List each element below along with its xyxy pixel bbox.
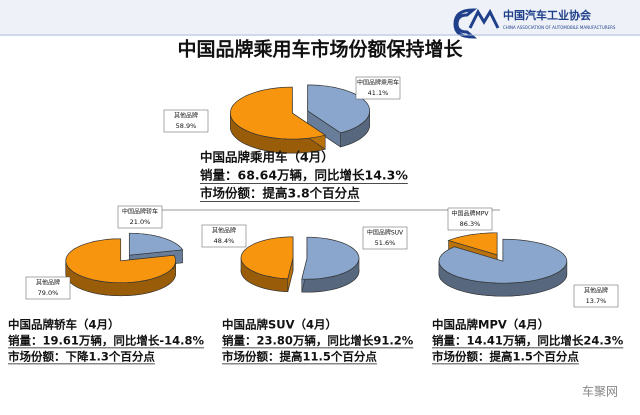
slice <box>307 84 371 134</box>
slice <box>65 238 177 284</box>
label-box <box>355 76 401 100</box>
slice-value: 79.0% <box>38 289 59 297</box>
slice-value: 86.3% <box>460 220 481 228</box>
slice-value: 21.0% <box>130 218 151 226</box>
caption-title: 中国品牌轿车（4月） <box>8 318 120 332</box>
slice <box>240 236 294 280</box>
caption-note: 市场份额：提高3.8个百分点 <box>200 186 360 201</box>
caption-note: 市场份额：提高1.5个百分点 <box>432 350 579 364</box>
slice-label: 其他品牌 <box>212 227 236 235</box>
caption-title: 中国品牌乘用车（4月） <box>200 150 334 165</box>
slice <box>301 236 360 280</box>
slice-label: 中国品牌乘用车 <box>357 79 399 87</box>
label-box <box>447 207 493 231</box>
caption-note: 销量：68.64万辆，同比增长14.3% <box>200 168 408 183</box>
slide-title: 中国品牌乘用车市场份额保持增长 <box>177 38 463 61</box>
caption-note: 销量：14.41万辆，同比增长24.3% <box>432 334 624 348</box>
label-box <box>201 224 247 248</box>
slice-label: 其他品牌 <box>36 279 60 287</box>
slice <box>438 238 568 284</box>
watermark: 车聚网 <box>582 384 618 399</box>
slice-label: 中国品牌SUV <box>367 229 404 237</box>
label-box <box>117 205 163 229</box>
slice-label: 其他品牌 <box>174 112 198 120</box>
slice-value: 58.9% <box>176 122 197 130</box>
slice <box>128 232 184 256</box>
caption-title: 中国品牌SUV（4月） <box>222 318 337 332</box>
logo <box>453 8 500 39</box>
slice-label: 其他品牌 <box>584 287 608 295</box>
slice-label: 中国品牌轿车 <box>122 208 158 216</box>
slice-value: 48.4% <box>214 237 235 245</box>
slice-value: 41.1% <box>368 89 389 97</box>
slice-value: 13.7% <box>586 297 607 305</box>
label-box <box>25 276 71 300</box>
label-box <box>362 226 408 250</box>
header-bar <box>0 0 640 34</box>
caption-note: 市场份额：提高11.5个百分点 <box>222 350 377 364</box>
caption-note: 销量：23.80万辆，同比增长91.2% <box>222 334 414 348</box>
label-box <box>573 284 619 308</box>
label-box <box>163 109 209 133</box>
slice-value: 51.6% <box>375 239 396 247</box>
org-en: CHINA ASSOCIATION OF AUTOMOBILE MANUFACT… <box>503 25 616 30</box>
slice-label: 中国品牌MPV <box>452 210 490 218</box>
caption-title: 中国品牌MPV（4月） <box>432 318 549 332</box>
org-name: 中国汽车工业协会 <box>503 8 592 22</box>
caption-note: 销量：19.61万辆，同比增长-14.8% <box>8 334 205 348</box>
slice <box>447 232 498 256</box>
caption-note: 市场份额：下降1.3个百分点 <box>8 350 155 364</box>
slice <box>229 86 327 140</box>
